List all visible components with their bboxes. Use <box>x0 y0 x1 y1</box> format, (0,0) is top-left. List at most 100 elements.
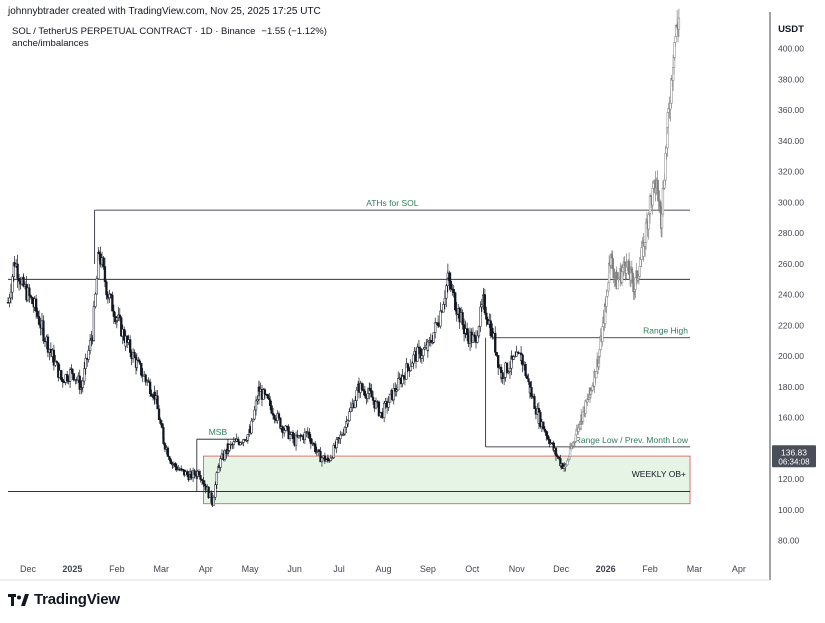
actual-candle-58 <box>83 368 86 382</box>
time-tick-jun: Jun <box>287 564 302 574</box>
actual-candle-202 <box>271 412 275 416</box>
actual-candle-325 <box>439 310 442 327</box>
actual-candle-8 <box>17 278 21 282</box>
actual-candle-360 <box>483 294 487 314</box>
actual-candle-186 <box>250 420 253 434</box>
actual-candle-243 <box>326 457 330 461</box>
actual-candle-417 <box>557 456 561 459</box>
actual-candle-151 <box>203 483 207 487</box>
indicator-name[interactable]: anche/imbalances <box>12 38 89 49</box>
actual-candle-116 <box>159 419 162 424</box>
actual-candle-375 <box>502 377 506 379</box>
actual-candle-288 <box>388 393 392 403</box>
actual-candle-310 <box>419 347 422 359</box>
actual-candle-377 <box>505 362 509 374</box>
actual-candle-361 <box>485 312 488 320</box>
projection-candle-120 <box>661 188 665 215</box>
time-tick-apr: Apr <box>732 564 746 574</box>
actual-candle-319 <box>431 342 434 344</box>
actual-candle-312 <box>422 348 425 356</box>
time-tick-feb: Feb <box>642 564 658 574</box>
weekly-ob-zone <box>203 455 691 505</box>
actual-candle-119 <box>162 437 165 444</box>
price-tick-360.00: 360.00 <box>778 105 804 115</box>
actual-candle-179 <box>240 442 244 444</box>
actual-candle-234 <box>315 451 318 453</box>
actual-candle-117 <box>160 423 164 428</box>
actual-candle-156 <box>210 492 213 503</box>
actual-candle-27 <box>42 328 45 342</box>
actual-candle-278 <box>374 401 378 409</box>
tradingview-brand[interactable]: TradingView <box>8 591 120 608</box>
actual-candle-78 <box>109 293 113 296</box>
actual-candle-389 <box>521 354 524 366</box>
actual-candle-98 <box>135 359 139 368</box>
actual-candle-246 <box>331 457 334 459</box>
time-tick-mar: Mar <box>687 564 703 574</box>
time-tick-may: May <box>242 564 260 574</box>
actual-candle-96 <box>133 352 136 358</box>
actual-candle-291 <box>392 388 395 401</box>
time-tick-nov: Nov <box>509 564 526 574</box>
symbol-title[interactable]: SOL / TetherUS PERPETUAL CONTRACT · 1D ·… <box>12 26 256 37</box>
actual-candle-115 <box>157 408 161 421</box>
actual-candle-83 <box>115 317 119 321</box>
actual-candle-352 <box>473 335 476 338</box>
brand-name: TradingView <box>34 591 120 608</box>
actual-candle-188 <box>253 409 256 420</box>
actual-candle-99 <box>137 359 140 362</box>
time-tick-2026: 2026 <box>596 564 616 574</box>
actual-candle-65 <box>92 306 96 341</box>
time-tick-oct: Oct <box>465 564 480 574</box>
actual-candle-114 <box>156 395 159 410</box>
price-tick-80.00: 80.00 <box>778 536 800 546</box>
price-tick-400.00: 400.00 <box>778 44 804 54</box>
chart-caption: johnnybtrader created with TradingView.c… <box>8 6 321 17</box>
actual-candle-200 <box>268 399 272 406</box>
actual-candle-198 <box>266 394 269 399</box>
actual-candle-57 <box>81 380 84 388</box>
actual-candle-160 <box>215 472 218 485</box>
actual-candle-190 <box>256 399 259 402</box>
price-tick-240.00: 240.00 <box>778 290 804 300</box>
actual-candle-396 <box>530 387 533 397</box>
actual-candle-294 <box>397 377 400 391</box>
actual-candle-332 <box>448 272 451 282</box>
projection-candle-91 <box>638 266 641 277</box>
actual-candle-405 <box>542 421 545 430</box>
actual-candle-379 <box>508 367 512 372</box>
actual-candle-30 <box>46 336 50 353</box>
actual-candle-346 <box>465 328 469 335</box>
actual-candle-182 <box>245 440 248 442</box>
actual-candle-274 <box>368 387 372 391</box>
level-label-msb: MSB <box>209 427 228 437</box>
actual-candle-308 <box>416 346 419 362</box>
actual-candle-154 <box>207 486 210 498</box>
actual-candle-300 <box>405 363 408 380</box>
price-tick-340.00: 340.00 <box>778 136 804 146</box>
actual-candle-378 <box>507 371 510 374</box>
actual-candle-7 <box>16 263 19 279</box>
weekly-ob-label: WEEKLY OB+ <box>632 469 686 479</box>
time-tick-jul: Jul <box>333 564 345 574</box>
actual-candle-321 <box>434 322 437 333</box>
level-label-range-low-prev-month-low: Range Low / Prev. Month Low <box>575 435 689 445</box>
actual-candle-49 <box>71 368 74 374</box>
actual-candle-357 <box>480 304 484 308</box>
actual-candle-304 <box>411 362 414 367</box>
actual-candle-178 <box>239 442 242 445</box>
actual-candle-398 <box>533 396 536 409</box>
actual-candle-12 <box>22 277 25 287</box>
last-price-badge <box>772 445 816 468</box>
actual-candle-356 <box>479 306 482 327</box>
actual-candle-93 <box>128 339 132 353</box>
actual-candle-22 <box>36 311 39 317</box>
actual-candle-293 <box>395 389 398 392</box>
actual-candle-74 <box>105 281 108 296</box>
actual-candle-37 <box>55 361 58 363</box>
actual-candle-91 <box>126 335 129 343</box>
actual-candle-189 <box>254 400 258 411</box>
actual-candle-183 <box>246 434 249 441</box>
actual-candle-284 <box>383 402 386 418</box>
